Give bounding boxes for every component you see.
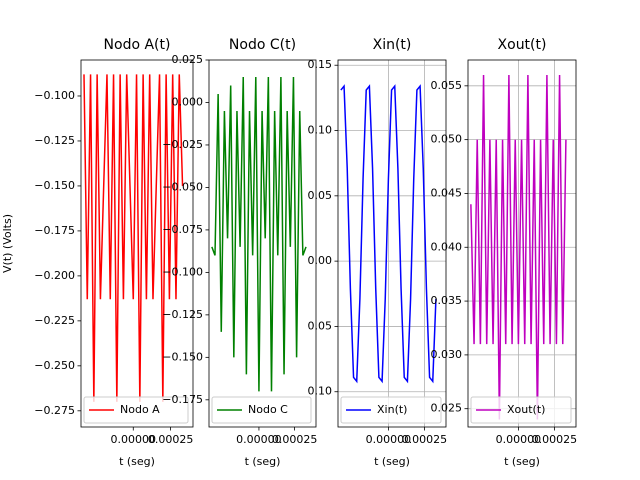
x-tick-label: 0.00000	[366, 433, 412, 446]
y-tick-label: −0.125	[162, 308, 203, 321]
legend-box	[340, 396, 442, 424]
y-tick-label: −0.050	[162, 180, 203, 193]
y-tick-label: 0.00	[308, 254, 333, 267]
y-tick-label: 0.025	[172, 53, 204, 66]
legend-label: Nodo A	[120, 403, 160, 416]
x-tick-label: 0.00025	[402, 433, 448, 446]
y-tick-label: 0.040	[431, 240, 463, 253]
legend-label: Xin(t)	[377, 403, 407, 416]
y-tick-label: 0.035	[431, 294, 463, 307]
y-tick-label: 0.05	[308, 189, 333, 202]
legend-label: Xout(t)	[507, 403, 545, 416]
x-tick-label: 0.00025	[532, 433, 578, 446]
legend: Xin(t)	[340, 396, 442, 424]
data-line	[470, 75, 567, 420]
legend-box	[83, 396, 189, 424]
y-tick-label: −0.150	[34, 179, 75, 192]
axes-frame	[337, 59, 447, 428]
subplot-title: Nodo C(t)	[229, 37, 296, 53]
subplot-title: Xout(t)	[498, 37, 547, 53]
y-tick-label: −0.250	[34, 359, 75, 372]
y-tick-label: −0.175	[162, 393, 203, 406]
x-tick-label: 0.00000	[496, 433, 542, 446]
axes-frame	[467, 59, 577, 428]
subplot-title: Nodo A(t)	[104, 37, 171, 53]
x-tick-label: 0.00000	[236, 433, 282, 446]
axes-frame	[80, 59, 194, 428]
y-tick-label: −0.075	[162, 223, 203, 236]
y-tick-label: −0.200	[34, 269, 75, 282]
legend: Xout(t)	[470, 396, 572, 424]
y-tick-label: −0.100	[34, 89, 75, 102]
y-tick-label: 0.030	[431, 348, 463, 361]
y-tick-label: 0.045	[431, 186, 463, 199]
x-axis-label: t (seg)	[119, 455, 155, 468]
legend-box	[470, 396, 572, 424]
y-tick-label: 0.055	[431, 79, 463, 92]
y-tick-label: 0.15	[308, 58, 333, 71]
y-tick-label: −0.025	[162, 138, 203, 151]
x-axis-label: t (seg)	[374, 455, 410, 468]
y-tick-label: −0.275	[34, 404, 75, 417]
legend: Nodo A	[83, 396, 189, 424]
x-tick-label: 0.00025	[148, 433, 194, 446]
data-line	[211, 76, 307, 392]
data-line	[340, 84, 437, 384]
axes-frame	[208, 59, 317, 428]
subplot	[338, 60, 446, 427]
y-tick-label: −0.150	[162, 350, 203, 363]
y-axis-label: V(t) (Volts)	[1, 214, 14, 273]
x-tick-label: 0.00000	[111, 433, 157, 446]
x-axis-label: t (seg)	[504, 455, 540, 468]
y-tick-label: −0.100	[162, 265, 203, 278]
legend-box	[211, 396, 312, 424]
x-axis-label: t (seg)	[245, 455, 281, 468]
y-tick-label: −0.175	[34, 224, 75, 237]
x-tick-label: 0.00025	[272, 433, 318, 446]
y-tick-label: 0.05	[308, 319, 333, 332]
legend-label: Nodo C	[248, 403, 288, 416]
y-tick-label: −0.125	[34, 134, 75, 147]
y-tick-label: −0.225	[34, 314, 75, 327]
legend: Nodo C	[211, 396, 312, 424]
subplot-title: Xin(t)	[373, 37, 412, 53]
y-tick-label: 0.10	[308, 385, 333, 398]
y-tick-label: 0.025	[431, 402, 463, 415]
data-line	[83, 74, 184, 402]
y-tick-label: 0.050	[431, 133, 463, 146]
y-tick-label: 0.000	[172, 95, 204, 108]
y-tick-label: 0.10	[308, 124, 333, 137]
